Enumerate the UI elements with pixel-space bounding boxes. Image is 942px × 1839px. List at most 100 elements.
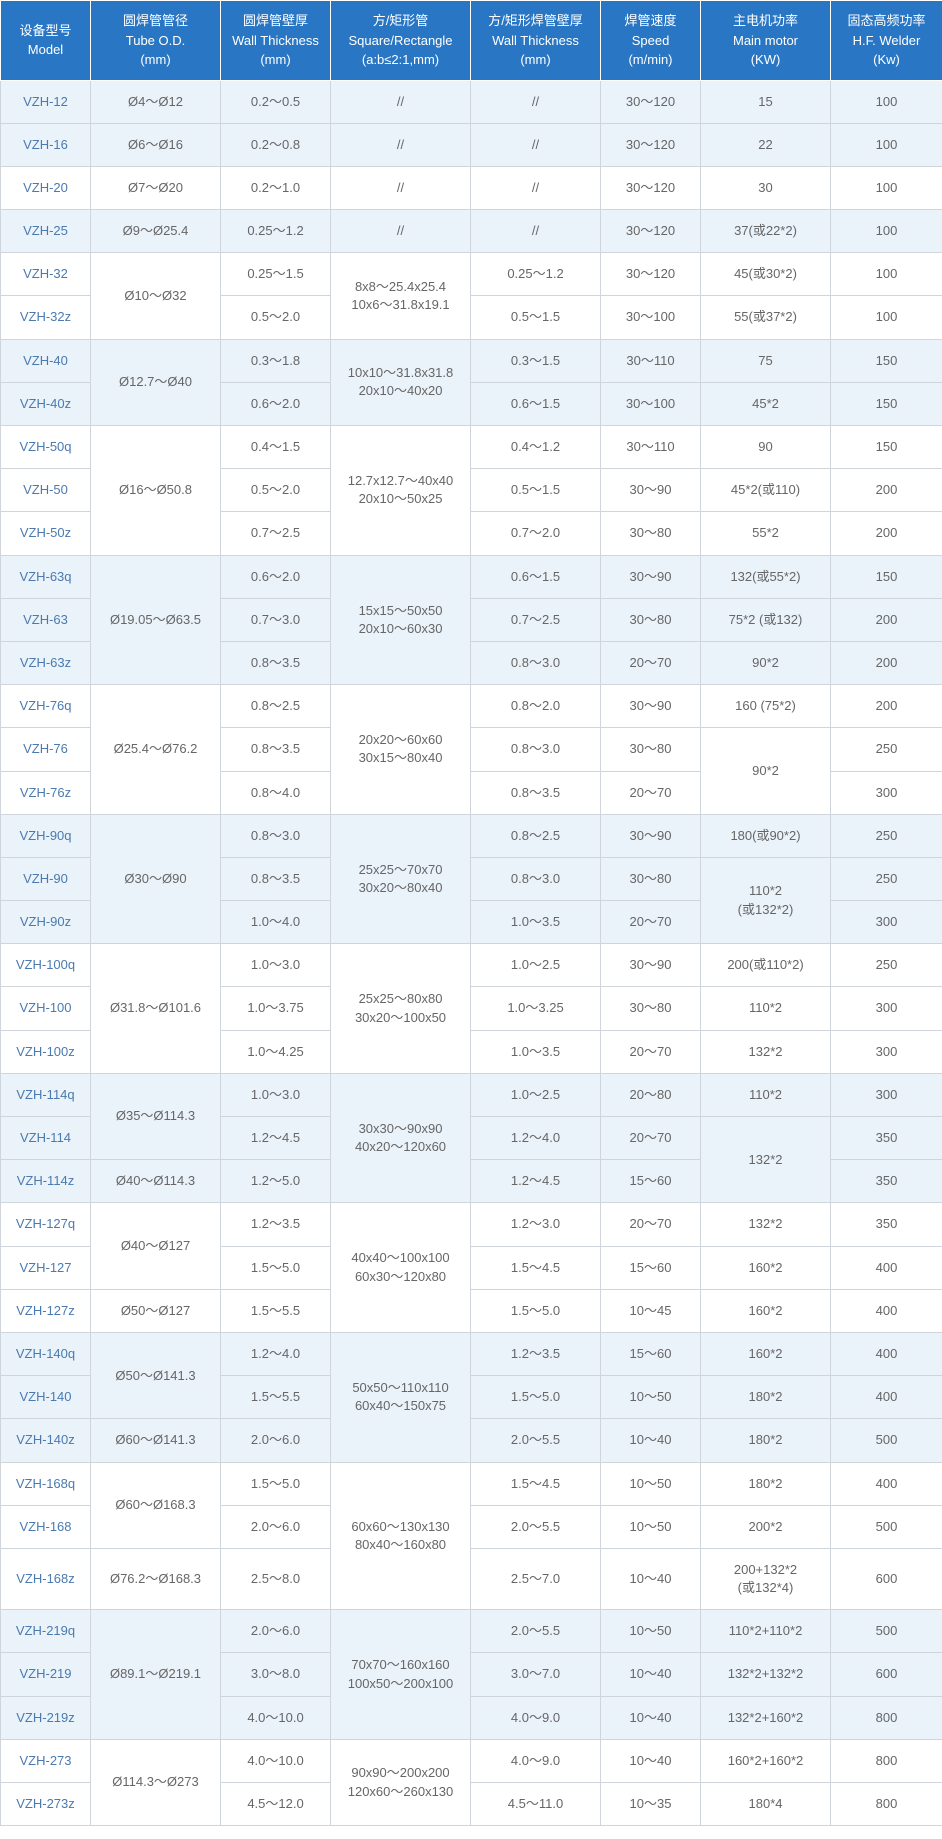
data-cell: 150: [831, 382, 942, 425]
data-cell: 0.8～2.0: [471, 685, 601, 728]
data-cell: 1.0～2.5: [471, 944, 601, 987]
data-cell: 20～70: [601, 641, 701, 684]
data-cell: 1.5～5.0: [471, 1376, 601, 1419]
model-cell: VZH-90z: [1, 901, 91, 944]
data-cell: 200: [831, 641, 942, 684]
data-cell: 15: [701, 80, 831, 123]
data-cell: Ø89.1～Ø219.1: [91, 1610, 221, 1740]
data-cell: 1.2～4.0: [471, 1117, 601, 1160]
model-cell: VZH-63: [1, 598, 91, 641]
model-cell: VZH-273z: [1, 1783, 91, 1826]
data-cell: 10～50: [601, 1462, 701, 1505]
data-cell: 600: [831, 1653, 942, 1696]
data-cell: 30～120: [601, 123, 701, 166]
data-cell: 10～50: [601, 1376, 701, 1419]
data-cell: 3.0～7.0: [471, 1653, 601, 1696]
data-cell: 30～110: [601, 339, 701, 382]
data-cell: 1.0～3.25: [471, 987, 601, 1030]
data-cell: 180*2: [701, 1462, 831, 1505]
data-cell: 75: [701, 339, 831, 382]
model-cell: VZH-32: [1, 253, 91, 296]
data-cell: 15～60: [601, 1160, 701, 1203]
model-cell: VZH-168: [1, 1505, 91, 1548]
data-cell: 3.0～8.0: [221, 1653, 331, 1696]
data-cell: 100: [831, 210, 942, 253]
data-cell: 10x10～31.8x31.820x10～40x20: [331, 339, 471, 425]
model-cell: VZH-63q: [1, 555, 91, 598]
data-cell: 30～80: [601, 728, 701, 771]
data-cell: 0.7～2.0: [471, 512, 601, 555]
model-cell: VZH-50z: [1, 512, 91, 555]
data-cell: 0.2～0.5: [221, 80, 331, 123]
data-cell: 20～70: [601, 1117, 701, 1160]
table-row: VZH-32Ø10～Ø320.25～1.58x8～25.4x25.410x6～3…: [1, 253, 942, 296]
data-cell: 8x8～25.4x25.410x6～31.8x19.1: [331, 253, 471, 339]
data-cell: 0.6～2.0: [221, 382, 331, 425]
table-row: VZH-20Ø7～Ø200.2～1.0////30～12030100: [1, 166, 942, 209]
data-cell: Ø10～Ø32: [91, 253, 221, 339]
table-row: VZH-127zØ50～Ø1271.5～5.51.5～5.010～45160*2…: [1, 1289, 942, 1332]
model-cell: VZH-63z: [1, 641, 91, 684]
data-cell: 10～35: [601, 1783, 701, 1826]
data-cell: 0.7～3.0: [221, 598, 331, 641]
data-cell: 800: [831, 1783, 942, 1826]
data-cell: 100: [831, 253, 942, 296]
data-cell: 0.5～2.0: [221, 296, 331, 339]
data-cell: 800: [831, 1696, 942, 1739]
data-cell: 250: [831, 728, 942, 771]
column-header: 方/矩形焊管壁厚Wall Thickness(mm): [471, 1, 601, 81]
table-row: VZH-219qØ89.1～Ø219.12.0～6.070x70～160x160…: [1, 1610, 942, 1653]
data-cell: Ø9～Ø25.4: [91, 210, 221, 253]
table-row: VZH-140qØ50～Ø141.31.2～4.050x50～110x11060…: [1, 1332, 942, 1375]
data-cell: 20～80: [601, 1073, 701, 1116]
data-cell: 45(或30*2): [701, 253, 831, 296]
data-cell: //: [331, 166, 471, 209]
data-cell: 2.0～5.5: [471, 1505, 601, 1548]
data-cell: 1.0～3.5: [471, 901, 601, 944]
table-row: VZH-50qØ16～Ø50.80.4～1.512.7x12.7～40x4020…: [1, 426, 942, 469]
data-cell: 250: [831, 857, 942, 900]
table-row: VZH-168qØ60～Ø168.31.5～5.060x60～130x13080…: [1, 1462, 942, 1505]
data-cell: 300: [831, 987, 942, 1030]
data-cell: 400: [831, 1246, 942, 1289]
data-cell: 30～80: [601, 512, 701, 555]
data-cell: 0.8～3.5: [221, 728, 331, 771]
data-cell: 90*2: [701, 641, 831, 684]
table-row: VZH-273Ø114.3～Ø2734.0～10.090x90～200x2001…: [1, 1739, 942, 1782]
data-cell: //: [331, 80, 471, 123]
data-cell: 1.2～4.5: [221, 1117, 331, 1160]
data-cell: Ø25.4～Ø76.2: [91, 685, 221, 815]
data-cell: 1.0～3.75: [221, 987, 331, 1030]
data-cell: 200: [831, 469, 942, 512]
table-body: VZH-12Ø4～Ø120.2～0.5////30～12015100VZH-16…: [1, 80, 942, 1826]
model-cell: VZH-25: [1, 210, 91, 253]
data-cell: 0.3～1.5: [471, 339, 601, 382]
data-cell: 2.0～6.0: [221, 1505, 331, 1548]
data-cell: 20x20～60x6030x15～80x40: [331, 685, 471, 815]
data-cell: 20～70: [601, 1203, 701, 1246]
data-cell: 30～120: [601, 253, 701, 296]
column-header: 固态高频功率H.F. Welder(Kw): [831, 1, 942, 81]
data-cell: 100: [831, 166, 942, 209]
data-cell: 1.5～5.0: [221, 1462, 331, 1505]
data-cell: Ø40～Ø127: [91, 1203, 221, 1289]
table-row: VZH-90qØ30～Ø900.8～3.025x25～70x7030x20～80…: [1, 814, 942, 857]
data-cell: 0.7～2.5: [471, 598, 601, 641]
data-cell: 1.2～3.5: [471, 1332, 601, 1375]
data-cell: Ø76.2～Ø168.3: [91, 1548, 221, 1609]
data-cell: 40x40～100x10060x30～120x80: [331, 1203, 471, 1333]
data-cell: 2.0～5.5: [471, 1419, 601, 1462]
data-cell: 30～90: [601, 685, 701, 728]
data-cell: 22: [701, 123, 831, 166]
data-cell: 0.4～1.2: [471, 426, 601, 469]
data-cell: 160*2: [701, 1289, 831, 1332]
data-cell: 1.5～5.0: [221, 1246, 331, 1289]
data-cell: 132(或55*2): [701, 555, 831, 598]
data-cell: 132*2: [701, 1117, 831, 1203]
model-cell: VZH-140z: [1, 1419, 91, 1462]
data-cell: 30: [701, 166, 831, 209]
data-cell: 200*2: [701, 1505, 831, 1548]
data-cell: 160*2: [701, 1246, 831, 1289]
data-cell: 4.0～9.0: [471, 1696, 601, 1739]
data-cell: 30～120: [601, 166, 701, 209]
